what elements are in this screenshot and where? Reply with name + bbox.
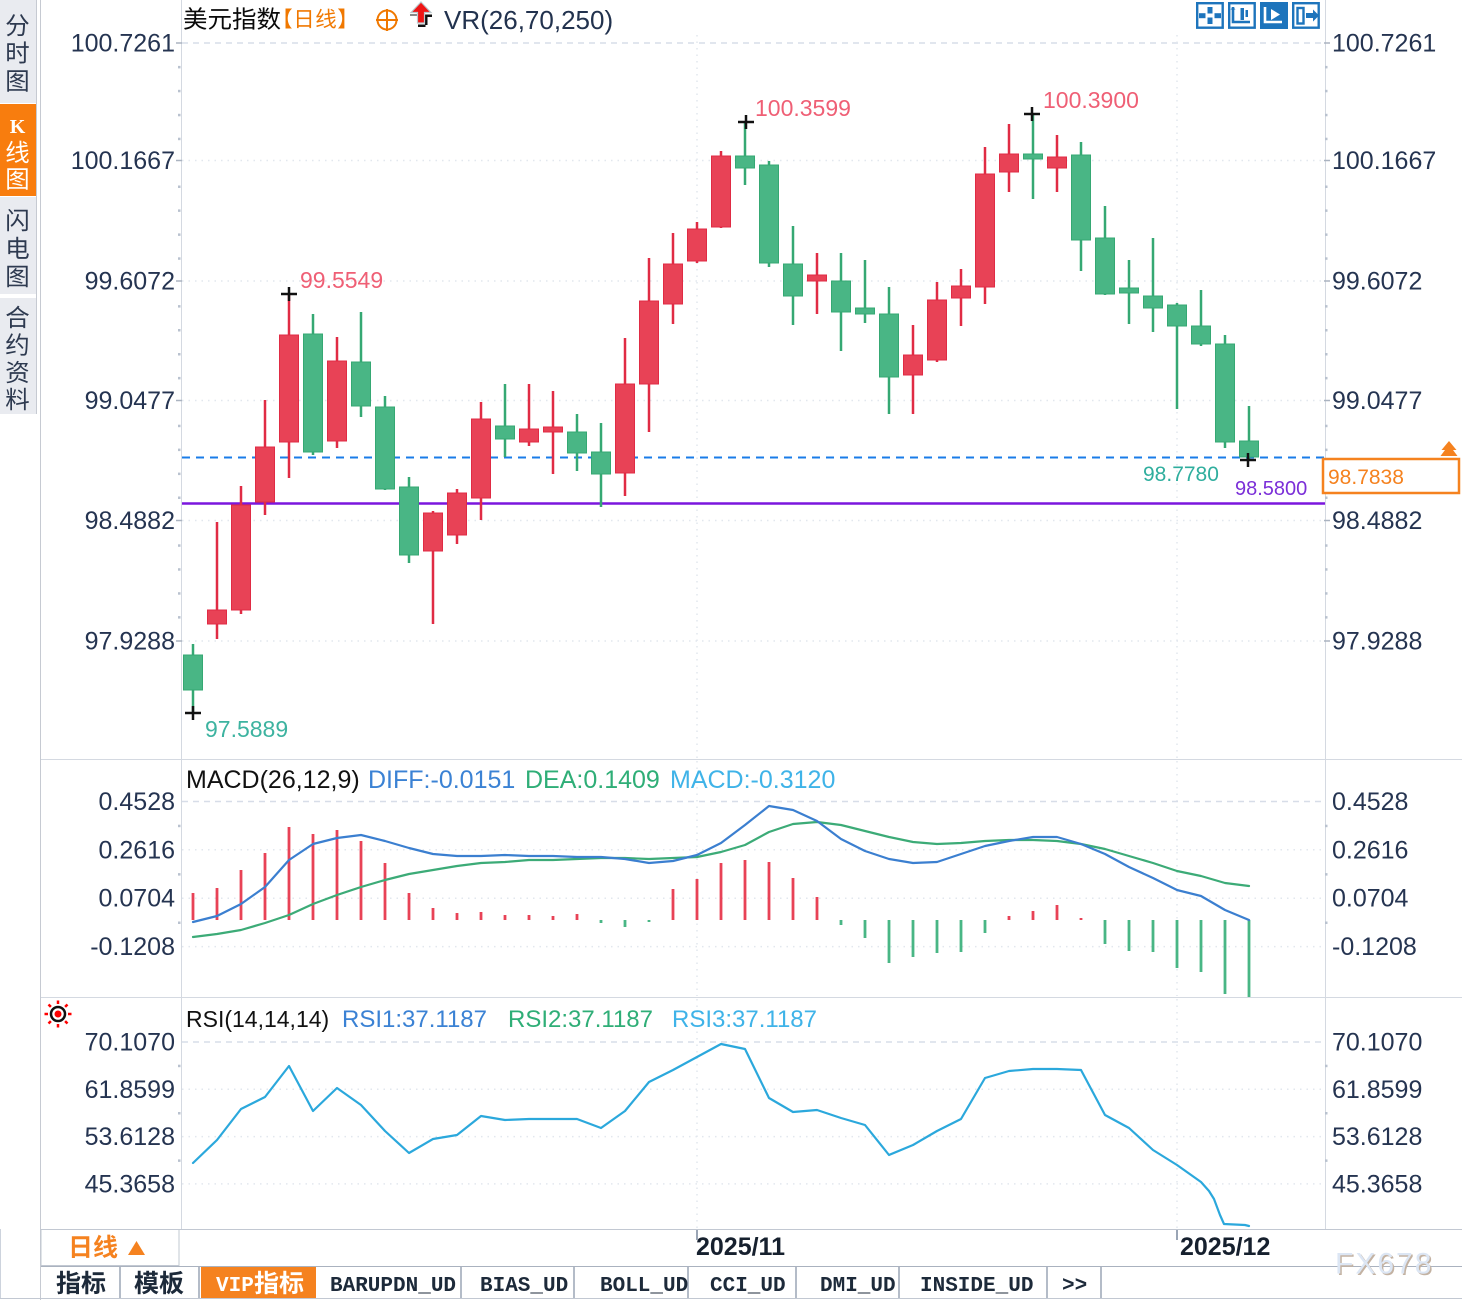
svg-text:FX678: FX678 <box>1337 1249 1435 1282</box>
svg-text:99.0477: 99.0477 <box>1332 387 1422 415</box>
svg-text:CCI_UD: CCI_UD <box>710 1275 786 1298</box>
svg-text:K: K <box>10 116 26 138</box>
svg-text:100.3900: 100.3900 <box>1043 87 1139 113</box>
svg-text:BOLL_UD: BOLL_UD <box>600 1275 688 1298</box>
svg-text:MACD:-0.3120: MACD:-0.3120 <box>670 766 835 794</box>
svg-text:98.4882: 98.4882 <box>1332 507 1422 535</box>
svg-text:INSIDE_UD: INSIDE_UD <box>920 1275 1033 1298</box>
svg-text:70.1070: 70.1070 <box>1332 1029 1422 1057</box>
svg-text:DMI_UD: DMI_UD <box>820 1275 896 1298</box>
svg-text:100.1667: 100.1667 <box>1332 147 1436 175</box>
svg-text:0.2616: 0.2616 <box>1332 836 1408 864</box>
svg-text:99.5549: 99.5549 <box>300 267 383 293</box>
svg-text:RSI2:37.1187: RSI2:37.1187 <box>508 1006 653 1033</box>
svg-text:100.3599: 100.3599 <box>755 95 851 121</box>
svg-text:98.7780: 98.7780 <box>1143 463 1219 486</box>
svg-text:0.0704: 0.0704 <box>1332 885 1409 913</box>
svg-text:-0.1208: -0.1208 <box>1332 933 1417 961</box>
svg-text:DEA:0.1409: DEA:0.1409 <box>525 766 660 794</box>
svg-text:0.2616: 0.2616 <box>99 836 175 864</box>
svg-text:100.1667: 100.1667 <box>71 147 175 175</box>
svg-text:MACD(26,12,9): MACD(26,12,9) <box>186 766 360 794</box>
svg-text:98.7838: 98.7838 <box>1328 466 1404 489</box>
svg-text:61.8599: 61.8599 <box>1332 1076 1422 1104</box>
svg-text:45.3658: 45.3658 <box>1332 1170 1422 1198</box>
svg-text:0.4528: 0.4528 <box>1332 788 1408 816</box>
svg-text:100.7261: 100.7261 <box>1332 30 1436 58</box>
svg-text:53.6128: 53.6128 <box>85 1123 175 1151</box>
svg-text:98.5800: 98.5800 <box>1235 478 1307 500</box>
svg-text:RSI1:37.1187: RSI1:37.1187 <box>342 1006 487 1033</box>
svg-text:98.4882: 98.4882 <box>85 507 175 535</box>
svg-text:RSI(14,14,14): RSI(14,14,14) <box>186 1006 329 1032</box>
svg-text:97.9288: 97.9288 <box>1332 628 1422 656</box>
svg-text:99.6072: 99.6072 <box>1332 268 1422 296</box>
svg-text:100.7261: 100.7261 <box>71 30 175 58</box>
svg-text:45.3658: 45.3658 <box>85 1170 175 1198</box>
svg-text:BIAS_UD: BIAS_UD <box>480 1275 568 1298</box>
svg-text:0.0704: 0.0704 <box>99 885 176 913</box>
svg-text:FX678: FX678 <box>1335 1248 1433 1281</box>
svg-text:61.8599: 61.8599 <box>85 1076 175 1104</box>
svg-text:2025/11: 2025/11 <box>696 1233 785 1261</box>
svg-text:RSI3:37.1187: RSI3:37.1187 <box>672 1006 817 1033</box>
svg-text:VR(26,70,250): VR(26,70,250) <box>444 5 613 35</box>
svg-text:2025/12: 2025/12 <box>1180 1233 1270 1261</box>
svg-text:BARUPDN_UD: BARUPDN_UD <box>330 1275 456 1298</box>
svg-text:-0.1208: -0.1208 <box>90 933 175 961</box>
svg-text:99.0477: 99.0477 <box>85 387 175 415</box>
svg-text:53.6128: 53.6128 <box>1332 1123 1422 1151</box>
svg-text:>>: >> <box>1062 1275 1087 1298</box>
svg-text:0.4528: 0.4528 <box>99 788 175 816</box>
svg-text:DIFF:-0.0151: DIFF:-0.0151 <box>368 766 515 794</box>
svg-text:97.5889: 97.5889 <box>205 716 288 742</box>
svg-text:70.1070: 70.1070 <box>85 1029 175 1057</box>
svg-text:97.9288: 97.9288 <box>85 628 175 656</box>
svg-text:99.6072: 99.6072 <box>85 268 175 296</box>
svg-text:VIP: VIP <box>216 1275 254 1298</box>
